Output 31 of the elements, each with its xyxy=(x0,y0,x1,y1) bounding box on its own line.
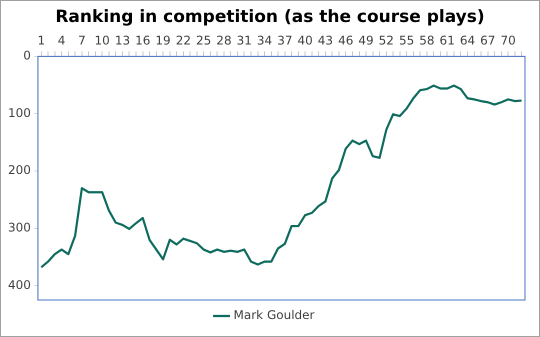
x-tick-label: 49 xyxy=(358,33,374,48)
x-tick-label: 1 xyxy=(37,33,46,48)
x-tick-label: 19 xyxy=(155,33,171,48)
x-tick-label: 10 xyxy=(94,33,110,48)
x-tick-label: 16 xyxy=(135,33,150,48)
y-tick-label: 400 xyxy=(8,278,31,292)
x-tick-label: 46 xyxy=(338,33,354,48)
x-tick-label: 25 xyxy=(196,33,212,48)
x-tick-label: 31 xyxy=(236,33,252,48)
y-tick-label: 100 xyxy=(8,106,31,120)
x-tick-label: 67 xyxy=(480,33,496,48)
x-tick-label: 4 xyxy=(58,33,66,48)
y-tick-label: 0 xyxy=(23,48,31,63)
chart-title: Ranking in competition (as the course plays) xyxy=(54,7,486,27)
x-tick-label: 58 xyxy=(419,33,435,48)
y-tick-label: 200 xyxy=(8,163,31,178)
x-tick-label: 52 xyxy=(378,33,394,48)
x-tick-label: 61 xyxy=(440,33,455,48)
x-tick-label: 34 xyxy=(256,33,272,48)
x-tick-label: 22 xyxy=(176,33,191,48)
legend-label: Mark Goulder xyxy=(234,308,315,322)
x-tick-label: 13 xyxy=(114,33,130,48)
x-tick-label: 55 xyxy=(398,33,414,48)
x-tick-label: 40 xyxy=(297,33,313,48)
x-tick-label: 28 xyxy=(216,33,232,48)
y-tick-label: 300 xyxy=(8,220,31,234)
x-tick-label: 64 xyxy=(460,33,476,48)
x-tick-label: 7 xyxy=(78,33,86,48)
x-tick-label: 70 xyxy=(500,33,516,48)
x-tick-label: 43 xyxy=(318,33,334,48)
x-tick-label: 37 xyxy=(277,33,292,48)
